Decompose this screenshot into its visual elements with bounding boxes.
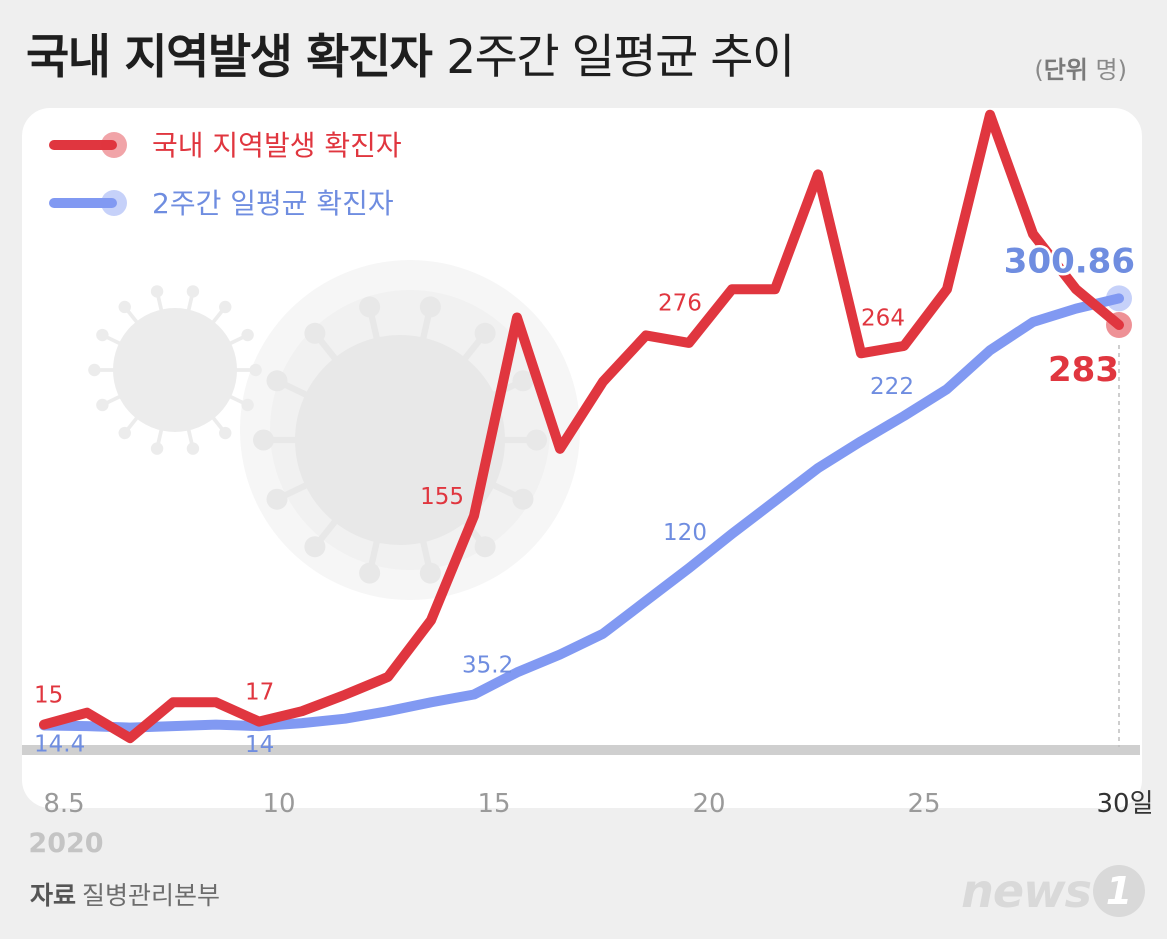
data-label-average: 300.86 (1004, 241, 1135, 281)
source-credit: 자료 질병관리본부 (30, 876, 220, 912)
virus-illustration (253, 296, 547, 584)
data-label-average: 14 (245, 732, 274, 758)
end-marker-local (1106, 311, 1132, 338)
title-bold: 국내 지역발생 확진자 (26, 30, 433, 85)
data-label-local: 283 (1048, 350, 1119, 390)
x-tick-label: 8.5 (43, 789, 84, 819)
logo-badge: 1 (1093, 865, 1145, 917)
data-label-local: 276 (658, 290, 702, 316)
news1-logo: news 1 (961, 864, 1145, 918)
end-marker-average (1106, 285, 1132, 312)
source-value: 질병관리본부 (82, 881, 221, 910)
x-year-label: 2020 (28, 828, 103, 859)
series-line-local (39, 109, 1124, 744)
data-label-average: 35.2 (462, 653, 513, 679)
data-label-local: 17 (245, 680, 274, 706)
unit-label: (단위 명) (1034, 56, 1127, 84)
source-label: 자료 (30, 881, 77, 910)
virus-illustration (88, 285, 262, 455)
x-tick-label: 10 (262, 789, 295, 819)
x-tick-label: 15 (477, 789, 510, 819)
chart-panel (22, 108, 1142, 808)
chart-title: 국내 지역발생 확진자 2주간 일평균 추이 (26, 18, 795, 87)
data-label-local: 155 (420, 484, 464, 510)
x-tick-label: 20 (692, 789, 725, 819)
legend-label: 국내 지역발생 확진자 (152, 129, 402, 162)
legend-swatch-dot (101, 132, 127, 158)
series-line-average (39, 293, 1124, 733)
logo-text: news (961, 864, 1092, 918)
data-label-average: 14.4 (34, 732, 85, 758)
data-label-average: 222 (870, 374, 914, 400)
unit-label-value: 명 (1095, 56, 1118, 84)
data-label-average: 120 (663, 520, 707, 546)
x-tick-label: 30일 (1096, 789, 1153, 819)
x-tick-label: 25 (907, 789, 940, 819)
unit-label-key: 단위 (1043, 56, 1088, 84)
legend-swatch-dot (101, 190, 127, 216)
data-label-local: 15 (34, 683, 63, 709)
legend-label: 2주간 일평균 확진자 (152, 187, 394, 220)
title-light: 2주간 일평균 추이 (446, 30, 795, 85)
data-label-local: 264 (861, 305, 905, 331)
